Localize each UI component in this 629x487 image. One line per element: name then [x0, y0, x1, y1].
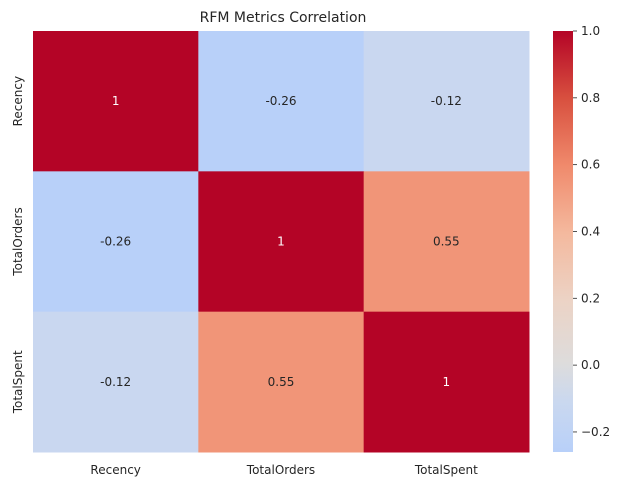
colorbar-tick-label: 0.6 [581, 158, 600, 172]
y-tick-label: Recency [11, 76, 25, 126]
y-tick-label: TotalSpent [11, 350, 25, 414]
cell-value-label: 1 [112, 94, 120, 108]
cell-value-label: 0.55 [268, 375, 295, 389]
cell-value-label: 1 [277, 235, 285, 249]
colorbar-tick-label: 0.4 [581, 224, 600, 238]
heatmap-cell [198, 31, 365, 172]
cell-value-label: -0.26 [100, 235, 131, 249]
colorbar-ticks: −0.2 0.0 0.2 0.4 0.6 0.8 1.0 [573, 24, 610, 439]
heatmap-cell [33, 31, 199, 172]
x-tick-label: Recency [90, 463, 140, 477]
colorbar-tick-label: 0.2 [581, 291, 600, 305]
cell-value-label: -0.12 [100, 375, 131, 389]
cell-value-label: 0.55 [433, 235, 460, 249]
heatmap-cell [198, 311, 365, 453]
cell-value-label: -0.26 [265, 94, 296, 108]
colorbar-tick-label: −0.2 [581, 425, 610, 439]
colorbar-tick-label: 0.0 [581, 358, 600, 372]
heatmap-cell [363, 311, 530, 453]
cell-value-label: 1 [443, 375, 451, 389]
x-tick-label: TotalSpent [414, 463, 478, 477]
colorbar-tick-label: 0.8 [581, 91, 600, 105]
y-axis-ticks: Recency TotalOrders TotalSpent [11, 76, 25, 414]
heatmap-cell [363, 31, 530, 172]
x-tick-label: TotalOrders [246, 463, 315, 477]
x-axis-ticks: Recency TotalOrders TotalSpent [90, 463, 478, 477]
cell-value-label: -0.12 [431, 94, 462, 108]
y-tick-label: TotalOrders [11, 207, 25, 276]
colorbar-tick-label: 1.0 [581, 24, 600, 38]
colorbar [553, 31, 573, 452]
chart-title: RFM Metrics Correlation [200, 10, 367, 26]
heatmap-cell [363, 171, 530, 313]
heatmap-cell [198, 171, 365, 313]
heatmap-cell [33, 311, 199, 453]
heatmap-cell [33, 171, 199, 313]
heatmap-cells: 1 -0.26 -0.12 -0.26 1 0.55 -0.12 0.55 1 [33, 31, 530, 453]
